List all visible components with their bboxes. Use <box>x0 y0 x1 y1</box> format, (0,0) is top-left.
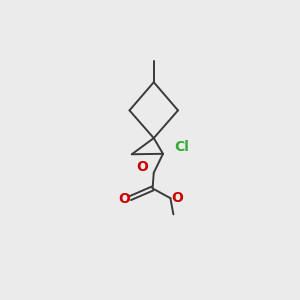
Text: O: O <box>136 160 148 173</box>
Text: Cl: Cl <box>174 140 189 154</box>
Text: O: O <box>171 191 183 205</box>
Text: O: O <box>118 192 130 206</box>
